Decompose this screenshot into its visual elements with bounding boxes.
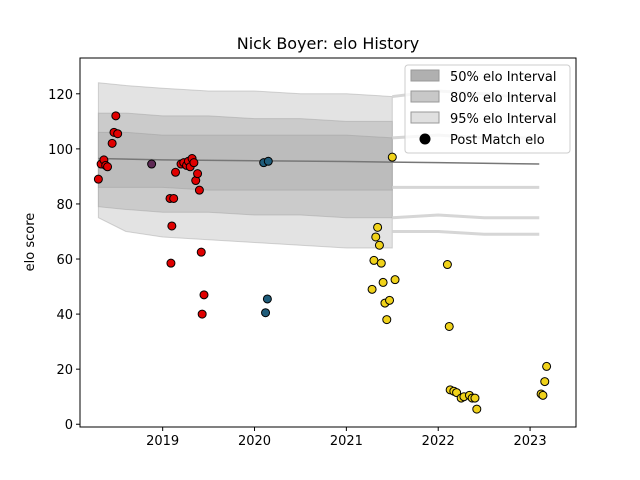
axes-frame	[79, 57, 577, 428]
post-match-elo-point	[470, 393, 480, 403]
post-match-elo-point	[196, 247, 206, 257]
y-axis: 0 20 40 60 80 100 120	[48, 88, 80, 433]
interval-tail-line-5	[392, 229, 540, 236]
post-match-elo-point	[442, 260, 452, 270]
legend-label: 50% elo Interval	[450, 70, 557, 85]
y-tick-label: 80	[56, 198, 73, 213]
post-match-elo-point	[194, 185, 204, 195]
post-match-elo-point	[93, 174, 103, 184]
post-match-elo-point	[103, 162, 113, 172]
legend-marker	[419, 133, 431, 145]
post-match-elo-point	[374, 240, 384, 250]
post-match-elo-point	[387, 152, 397, 162]
y-axis-label: elo score	[23, 213, 38, 272]
post-match-elo-point	[171, 167, 181, 177]
post-match-elo-point	[369, 255, 379, 265]
legend-label: 80% elo Interval	[450, 91, 557, 106]
post-match-elo-point	[542, 361, 552, 371]
post-match-elo-point	[193, 169, 203, 179]
post-match-elo-point	[199, 290, 209, 300]
y-tick-label: 60	[56, 253, 73, 268]
x-tick-label: 2019	[146, 434, 179, 449]
post-match-elo-point	[189, 158, 199, 168]
post-match-elo-point	[540, 377, 550, 387]
post-match-elo-point	[378, 277, 388, 287]
post-match-elo-point	[538, 390, 548, 400]
post-match-elo-point	[261, 308, 271, 318]
legend-box	[404, 64, 571, 154]
post-match-elo-point	[111, 111, 121, 121]
y-tick-label: 100	[48, 143, 73, 158]
x-tick-label: 2020	[238, 434, 271, 449]
legend-swatch	[410, 111, 440, 124]
legend-label: Post Match elo	[450, 133, 545, 148]
y-tick-label: 20	[56, 363, 73, 378]
post-match-elo-point	[169, 193, 179, 203]
post-match-elo-point	[382, 315, 392, 325]
x-tick-label: 2021	[330, 434, 363, 449]
post-match-elo-point	[167, 221, 177, 231]
post-match-elo-point	[371, 232, 381, 242]
legend-swatch	[410, 90, 440, 103]
plot-area	[93, 82, 552, 414]
y-tick-label: 120	[48, 88, 73, 103]
post-match-elo-point	[376, 258, 386, 268]
legend-swatch	[410, 69, 440, 82]
legend: 50% elo Interval 80% elo Interval 95% elo …	[404, 64, 571, 154]
post-match-elo-point	[113, 129, 123, 139]
post-match-elo-point	[166, 258, 176, 268]
post-match-elo-point	[262, 294, 272, 304]
post-match-elo-point	[385, 295, 395, 305]
post-match-elo-point	[197, 309, 207, 319]
interval-tail-line-4	[392, 213, 540, 220]
post-match-elo-point	[444, 321, 454, 331]
legend-label: 95% elo Interval	[450, 112, 557, 127]
y-tick-label: 40	[56, 308, 73, 323]
chart-title: Nick Boyer: elo History	[237, 34, 420, 53]
x-tick-label: 2023	[514, 434, 547, 449]
x-tick-label: 2022	[422, 434, 455, 449]
post-match-elo-point	[147, 159, 157, 169]
post-match-elo-point	[107, 138, 117, 148]
post-match-elo-point	[472, 404, 482, 414]
post-match-elo-point	[367, 284, 377, 294]
post-match-elo-point	[263, 156, 273, 166]
post-match-elo-point	[390, 275, 400, 285]
x-axis: 2019 2020 2021 2022 2023	[146, 427, 547, 449]
y-tick-label: 0	[65, 418, 73, 433]
post-match-elo-point	[373, 222, 383, 232]
